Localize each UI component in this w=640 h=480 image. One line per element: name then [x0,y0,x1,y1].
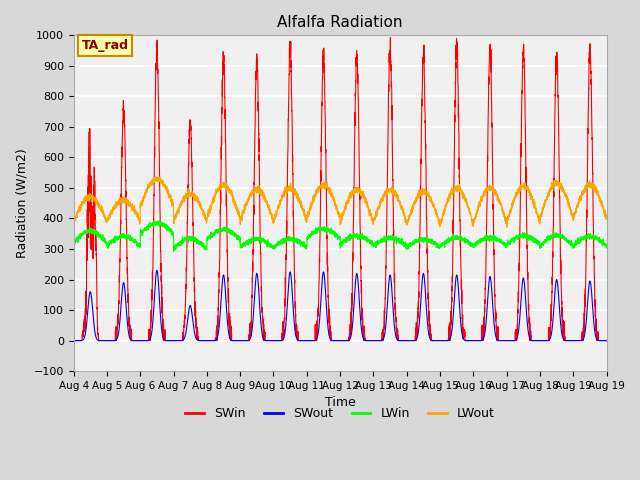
Line: LWout: LWout [74,177,607,228]
LWout [180,196,188,202]
Y-axis label: Radiation (W/m2): Radiation (W/m2) [15,148,28,258]
Title: Alfalfa Radiation: Alfalfa Radiation [277,15,403,30]
SWin [387,35,394,40]
LWin [388,233,396,239]
SWin [526,329,534,335]
Text: TA_rad: TA_rad [82,39,129,52]
LWout [70,219,77,225]
SWin [70,338,77,344]
SWout [70,338,77,344]
LWout [486,187,494,193]
SWin [486,50,494,56]
LWout [603,215,611,221]
SWin [360,330,367,336]
SWin [180,323,188,329]
SWout [526,336,534,342]
SWout [180,336,188,341]
LWout [526,193,534,199]
SWout [486,274,494,279]
LWin [526,236,534,241]
Line: LWin: LWin [74,220,607,251]
Line: SWout: SWout [74,270,607,341]
LWin [180,237,188,242]
SWin [388,142,396,147]
LWout [360,192,367,198]
SWin [603,338,611,344]
Legend: SWin, SWout, LWin, LWout: SWin, SWout, LWin, LWout [180,402,500,425]
SWout [513,336,520,342]
SWout [153,267,161,273]
LWin [513,234,520,240]
LWout [152,174,159,180]
SWin [513,328,520,334]
SWout [603,338,611,344]
LWin [70,240,77,246]
SWout [360,336,367,342]
LWout [503,225,511,230]
LWout [388,189,396,195]
SWout [388,294,396,300]
LWin [603,242,611,248]
LWout [513,192,520,198]
Line: SWin: SWin [74,37,607,341]
LWin [486,233,494,239]
X-axis label: Time: Time [324,396,355,409]
LWin [170,248,177,254]
LWin [360,236,368,242]
LWin [156,217,163,223]
